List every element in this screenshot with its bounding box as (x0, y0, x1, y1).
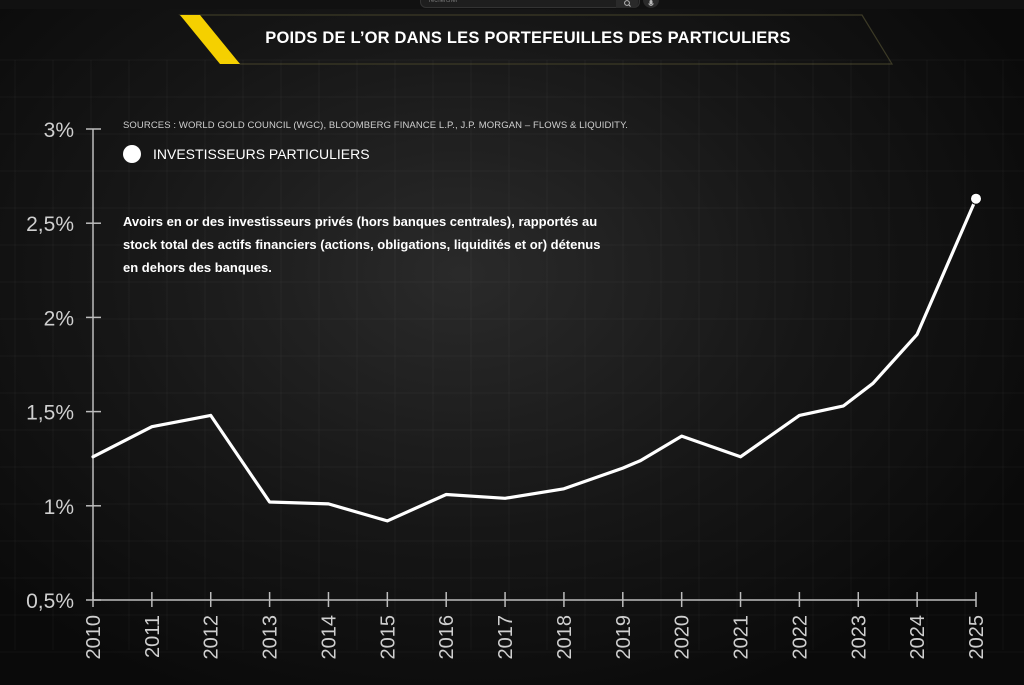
search-input[interactable]: rechercher (420, 0, 640, 8)
series-endpoint-marker (970, 192, 982, 205)
x-tick-label: 2019 (613, 615, 635, 660)
x-tick-label: 2020 (672, 615, 694, 660)
y-tick-label: 3% (44, 119, 74, 142)
voice-search-button[interactable] (643, 0, 659, 8)
browser-top-bar: rechercher (0, 0, 1024, 9)
y-tick-label: 0,5% (26, 590, 74, 613)
x-tick-label: 2025 (966, 615, 988, 660)
x-tick-label: 2021 (731, 615, 753, 660)
x-axis-ticks: 2010 2011 2012 2013 2014 2015 2016 2017 2018 2019… (83, 592, 988, 660)
search-button[interactable] (616, 0, 638, 8)
x-tick-label: 2018 (554, 615, 576, 660)
y-tick-label: 1,5% (26, 402, 74, 425)
chart-title: POIDS DE L’OR DANS LES PORTEFEUILLES DES… (265, 29, 791, 47)
data-series (91, 192, 982, 523)
x-tick-label: 2014 (318, 615, 340, 660)
x-tick-label: 2010 (83, 615, 105, 660)
y-axis-ticks: 0,5% 1% 1,5% 2% 2,5% 3% (26, 119, 101, 613)
x-tick-label: 2011 (142, 615, 164, 658)
y-tick-label: 2% (44, 307, 74, 330)
chart-source: SOURCES : WORLD GOLD COUNCIL (WGC), BLOO… (123, 120, 629, 131)
x-tick-label: 2024 (907, 615, 929, 660)
y-tick-label: 1% (44, 496, 74, 519)
legend-marker-icon (123, 145, 141, 163)
title-banner (178, 14, 894, 65)
x-tick-label: 2016 (436, 615, 458, 660)
title-banner-accent (180, 15, 240, 64)
axes (92, 129, 976, 601)
x-tick-label: 2017 (495, 615, 517, 660)
x-tick-label: 2023 (848, 615, 870, 660)
x-tick-label: 2013 (260, 615, 282, 660)
x-tick-label: 2022 (789, 615, 811, 660)
x-tick-label: 2015 (377, 615, 399, 660)
chart-annotation: Avoirs en or des investisseurs privés (h… (123, 214, 601, 275)
microphone-icon (648, 0, 654, 6)
legend-label: INVESTISSEURS PARTICULIERS (153, 146, 370, 162)
search-placeholder: rechercher (429, 0, 458, 4)
series-line (91, 197, 978, 523)
x-tick-label: 2012 (201, 615, 223, 660)
y-tick-label: 2,5% (26, 213, 74, 236)
magnifier-icon (624, 0, 631, 7)
